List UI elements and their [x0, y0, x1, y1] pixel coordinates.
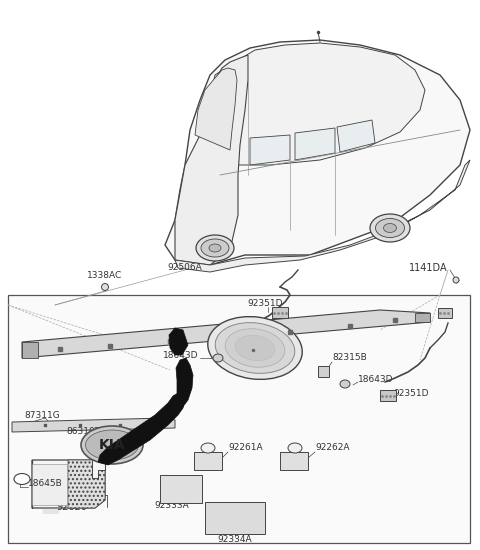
Ellipse shape: [340, 380, 350, 388]
Bar: [438, 308, 452, 318]
Polygon shape: [205, 43, 425, 165]
Ellipse shape: [208, 317, 302, 379]
Bar: [160, 475, 202, 503]
Polygon shape: [169, 328, 188, 355]
Text: 92351D: 92351D: [247, 300, 283, 309]
Polygon shape: [12, 418, 175, 432]
Text: 92351D: 92351D: [393, 389, 429, 399]
Text: 92620: 92620: [57, 502, 87, 512]
Ellipse shape: [85, 430, 139, 460]
Bar: [280, 452, 308, 470]
Text: 18643D: 18643D: [163, 351, 198, 360]
Ellipse shape: [213, 354, 223, 362]
Ellipse shape: [196, 235, 234, 261]
Ellipse shape: [375, 218, 405, 238]
Polygon shape: [415, 313, 430, 322]
Ellipse shape: [209, 244, 221, 252]
Ellipse shape: [14, 474, 30, 485]
Polygon shape: [98, 393, 185, 465]
Polygon shape: [175, 160, 470, 272]
Text: 1338AC: 1338AC: [87, 272, 122, 280]
Text: 18645B: 18645B: [28, 478, 63, 487]
Polygon shape: [32, 464, 67, 505]
Ellipse shape: [81, 426, 143, 464]
Ellipse shape: [201, 443, 215, 453]
Bar: [272, 307, 288, 318]
Bar: [205, 502, 265, 534]
Polygon shape: [195, 68, 237, 150]
Bar: [205, 195, 230, 209]
Ellipse shape: [101, 283, 108, 290]
Ellipse shape: [215, 323, 295, 373]
Text: 92262A: 92262A: [315, 443, 349, 453]
Bar: [8, 295, 470, 543]
Text: 1141DA: 1141DA: [409, 263, 448, 273]
Ellipse shape: [288, 443, 302, 453]
Bar: [380, 390, 396, 401]
Text: 92334A: 92334A: [218, 536, 252, 544]
Ellipse shape: [235, 336, 275, 361]
Bar: [194, 452, 222, 470]
Ellipse shape: [384, 223, 396, 233]
Ellipse shape: [370, 214, 410, 242]
Text: 92333A: 92333A: [155, 502, 190, 510]
Ellipse shape: [201, 239, 229, 257]
Ellipse shape: [453, 277, 459, 283]
Polygon shape: [250, 135, 290, 165]
Text: 92261A: 92261A: [228, 443, 263, 453]
Bar: [42, 515, 60, 519]
Polygon shape: [22, 342, 38, 358]
Ellipse shape: [225, 329, 285, 367]
Text: 18643D: 18643D: [358, 376, 394, 384]
Polygon shape: [176, 358, 193, 408]
Polygon shape: [22, 310, 430, 358]
Text: 92506A: 92506A: [168, 263, 203, 272]
Polygon shape: [165, 40, 470, 265]
Polygon shape: [92, 460, 105, 478]
Text: 82315B: 82315B: [332, 354, 367, 362]
Polygon shape: [337, 120, 375, 152]
Polygon shape: [32, 460, 105, 508]
Text: KIA: KIA: [99, 438, 125, 452]
Polygon shape: [295, 128, 335, 160]
Text: 86310T: 86310T: [66, 427, 100, 437]
Polygon shape: [68, 460, 105, 508]
Polygon shape: [175, 55, 248, 265]
Bar: [318, 366, 329, 377]
Text: 87311G: 87311G: [24, 410, 60, 420]
Bar: [42, 508, 60, 515]
